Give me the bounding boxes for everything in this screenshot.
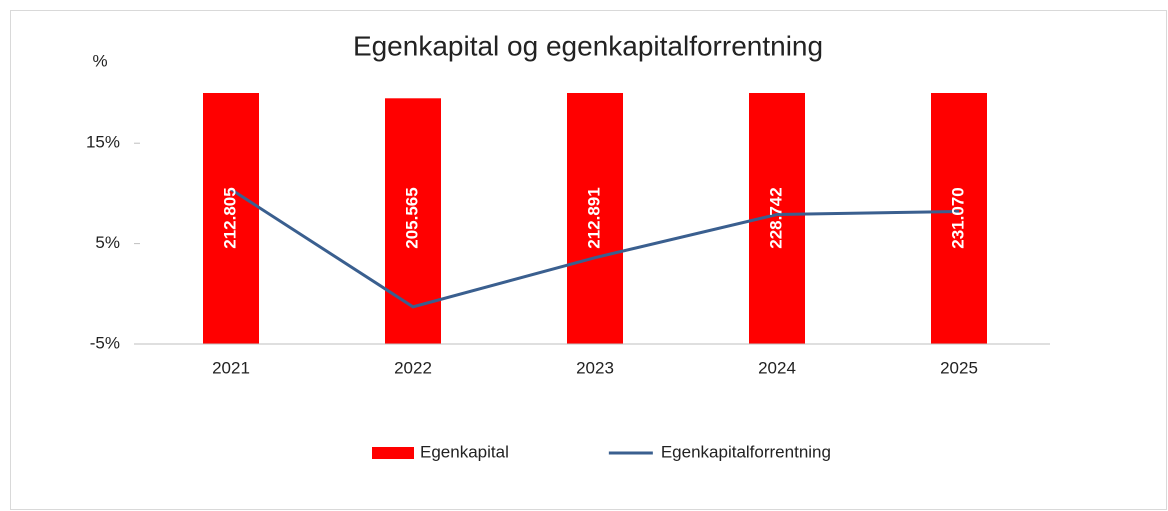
value-label: 231.070	[948, 187, 967, 248]
y-tick-label: 5%	[95, 233, 120, 252]
legend-label: Egenkapitalforrentning	[661, 442, 831, 461]
x-tick-label: 2022	[394, 358, 432, 377]
y-tick-label: 15%	[86, 133, 120, 152]
chart-title: Egenkapital og egenkapitalforrentning	[353, 30, 823, 61]
y-axis-label: %	[92, 51, 107, 70]
x-tick-label: 2021	[212, 358, 250, 377]
x-tick-label: 2024	[758, 358, 796, 377]
x-tick-label: 2023	[576, 358, 614, 377]
y-tick-label: -5%	[90, 333, 120, 352]
legend-label: Egenkapital	[420, 442, 509, 461]
value-label: 212.891	[584, 187, 603, 248]
value-label: 212.805	[220, 187, 239, 248]
x-tick-label: 2025	[940, 358, 978, 377]
legend-swatch	[372, 447, 414, 459]
line	[230, 188, 960, 309]
bar	[567, 93, 623, 344]
value-label: 205.565	[402, 187, 421, 248]
value-label: 228.742	[766, 187, 785, 248]
bar	[203, 93, 259, 344]
bar	[931, 93, 987, 344]
